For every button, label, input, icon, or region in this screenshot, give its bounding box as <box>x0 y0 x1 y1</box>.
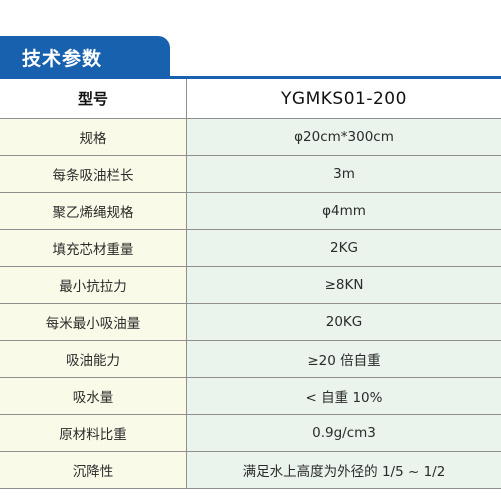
row-label: 每条吸油栏长 <box>0 156 187 192</box>
row-value: φ4mm <box>187 193 501 229</box>
section-title: 技术参数 <box>22 48 103 70</box>
header-model: YGMKS01-200 <box>187 79 501 118</box>
table-row: 原材料比重 0.9g/cm3 <box>0 415 501 452</box>
row-value: 3m <box>187 156 501 192</box>
table-row: 规格 φ20cm*300cm <box>0 119 501 156</box>
table-row: 沉降性 满足水上高度为外径的 1/5 ~ 1/2 <box>0 452 501 489</box>
row-value: ≥8KN <box>187 267 501 303</box>
row-value: 0.9g/cm3 <box>187 415 501 451</box>
row-label: 填充芯材重量 <box>0 230 187 266</box>
section-divider <box>0 76 501 79</box>
row-label: 每米最小吸油量 <box>0 304 187 340</box>
section-tab: 技术参数 <box>0 36 170 78</box>
row-label: 规格 <box>0 119 187 155</box>
table-header-row: 型号 YGMKS01-200 <box>0 79 501 119</box>
row-value: 20KG <box>187 304 501 340</box>
row-value: ≥20 倍自重 <box>187 341 501 377</box>
row-label: 沉降性 <box>0 452 187 488</box>
row-label: 吸油能力 <box>0 341 187 377</box>
spec-table: 型号 YGMKS01-200 规格 φ20cm*300cm 每条吸油栏长 3m … <box>0 79 501 489</box>
table-row: 每条吸油栏长 3m <box>0 156 501 193</box>
row-value: 满足水上高度为外径的 1/5 ~ 1/2 <box>187 452 501 488</box>
table-row: 填充芯材重量 2KG <box>0 230 501 267</box>
row-value: 2KG <box>187 230 501 266</box>
row-label: 原材料比重 <box>0 415 187 451</box>
row-value: < 自重 10% <box>187 378 501 414</box>
table-row: 吸油能力 ≥20 倍自重 <box>0 341 501 378</box>
row-label: 聚乙烯绳规格 <box>0 193 187 229</box>
row-label: 吸水量 <box>0 378 187 414</box>
table-row: 聚乙烯绳规格 φ4mm <box>0 193 501 230</box>
header-label: 型号 <box>0 79 187 118</box>
table-row: 吸水量 < 自重 10% <box>0 378 501 415</box>
table-row: 最小抗拉力 ≥8KN <box>0 267 501 304</box>
table-row: 每米最小吸油量 20KG <box>0 304 501 341</box>
row-label: 最小抗拉力 <box>0 267 187 303</box>
row-value: φ20cm*300cm <box>187 119 501 155</box>
